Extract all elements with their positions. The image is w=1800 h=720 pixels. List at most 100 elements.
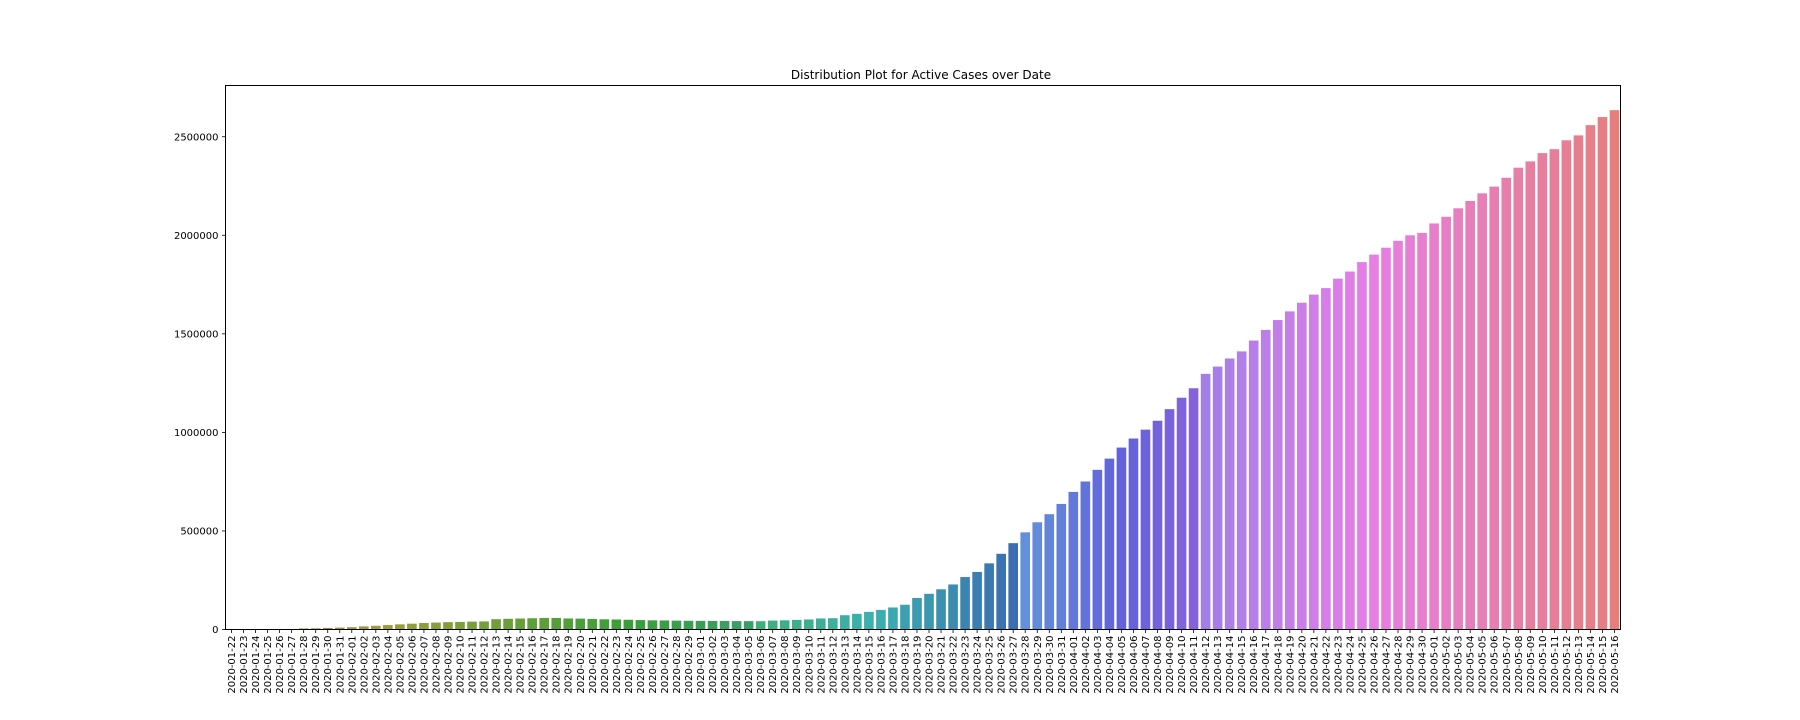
x-tick-label: 2020-02-28 bbox=[672, 636, 683, 694]
x-tick-label: 2020-03-27 bbox=[1009, 636, 1020, 694]
x-tick-label: 2020-03-31 bbox=[1057, 636, 1068, 694]
x-tick-label: 2020-04-17 bbox=[1261, 636, 1272, 694]
x-tick-label: 2020-03-24 bbox=[973, 636, 984, 694]
bar-2020-04-16 bbox=[1248, 340, 1259, 630]
bar-2020-04-14 bbox=[1224, 358, 1235, 630]
x-tick-label: 2020-05-03 bbox=[1454, 636, 1465, 694]
bar-2020-04-26 bbox=[1369, 254, 1379, 630]
x-tick-label: 2020-04-26 bbox=[1369, 636, 1380, 694]
bar-2020-03-20 bbox=[924, 593, 934, 630]
bar-2020-02-12 bbox=[479, 621, 489, 630]
x-tick-label: 2020-01-23 bbox=[239, 636, 250, 694]
bar-2020-02-23 bbox=[611, 619, 622, 630]
x-tick-label: 2020-05-08 bbox=[1514, 636, 1525, 694]
x-tick-label: 2020-02-27 bbox=[660, 636, 671, 694]
x-tick-label: 2020-03-04 bbox=[732, 636, 743, 694]
bar-2020-02-27 bbox=[659, 620, 670, 630]
bar-2020-05-05 bbox=[1477, 193, 1488, 630]
bar-2020-05-08 bbox=[1513, 167, 1524, 630]
x-tick-label: 2020-01-30 bbox=[323, 636, 334, 694]
x-tick-label: 2020-02-15 bbox=[516, 636, 527, 694]
x-tick-label: 2020-03-12 bbox=[828, 636, 839, 694]
x-tick-label: 2020-04-14 bbox=[1225, 636, 1236, 694]
x-tick-label: 2020-04-25 bbox=[1357, 636, 1368, 694]
bar-2020-03-13 bbox=[840, 615, 850, 630]
x-tick-label: 2020-02-07 bbox=[419, 636, 430, 694]
x-tick-label: 2020-04-04 bbox=[1105, 636, 1116, 694]
x-tick-label: 2020-03-09 bbox=[792, 636, 803, 694]
x-tick-label: 2020-05-10 bbox=[1538, 636, 1549, 694]
x-tick-label: 2020-01-31 bbox=[335, 636, 346, 694]
bar-2020-04-02 bbox=[1080, 481, 1091, 630]
x-tick-label: 2020-05-12 bbox=[1562, 636, 1573, 694]
x-tick-label: 2020-03-02 bbox=[708, 636, 719, 694]
x-tick-label: 2020-02-23 bbox=[612, 636, 623, 694]
x-tick-label: 2020-04-12 bbox=[1201, 636, 1212, 694]
x-tick-label: 2020-03-30 bbox=[1045, 636, 1056, 694]
x-tick-label: 2020-03-20 bbox=[925, 636, 936, 694]
bar-2020-02-21 bbox=[587, 618, 598, 630]
bar-2020-04-06 bbox=[1128, 438, 1139, 630]
bar-2020-03-27 bbox=[1008, 543, 1018, 630]
x-tick-label: 2020-02-18 bbox=[552, 636, 563, 694]
x-tick-label: 2020-02-05 bbox=[395, 636, 406, 694]
x-tick-label: 2020-04-16 bbox=[1249, 636, 1260, 694]
x-tick-label: 2020-02-12 bbox=[480, 636, 491, 694]
bar-2020-04-25 bbox=[1357, 262, 1367, 630]
x-tick-label: 2020-03-25 bbox=[985, 636, 996, 694]
bar-2020-02-24 bbox=[623, 619, 634, 630]
x-tick-label: 2020-03-07 bbox=[768, 636, 779, 694]
x-tick-label: 2020-02-03 bbox=[371, 636, 382, 694]
bar-2020-03-06 bbox=[755, 621, 766, 630]
bar-2020-04-18 bbox=[1272, 320, 1283, 630]
x-tick-label: 2020-03-14 bbox=[852, 636, 863, 694]
chart-title: Distribution Plot for Active Cases over … bbox=[791, 68, 1051, 82]
y-tick-label: 0 bbox=[212, 625, 218, 636]
bar-2020-02-29 bbox=[683, 620, 694, 630]
x-tick-label: 2020-02-21 bbox=[588, 636, 599, 694]
x-tick-label: 2020-03-11 bbox=[816, 636, 827, 694]
x-tick-label: 2020-04-13 bbox=[1213, 636, 1224, 694]
bar-2020-03-01 bbox=[695, 620, 706, 630]
x-tick-label: 2020-05-04 bbox=[1466, 636, 1477, 694]
bar-2020-05-13 bbox=[1573, 135, 1584, 630]
x-tick-label: 2020-04-06 bbox=[1129, 636, 1140, 694]
x-tick-label: 2020-03-18 bbox=[900, 636, 911, 694]
bar-2020-02-14 bbox=[503, 618, 513, 630]
x-tick-label: 2020-04-18 bbox=[1273, 636, 1284, 694]
bar-2020-01-30 bbox=[322, 627, 333, 630]
x-tick-label: 2020-04-22 bbox=[1321, 636, 1332, 694]
bar-2020-02-13 bbox=[491, 619, 501, 630]
x-tick-label: 2020-02-25 bbox=[636, 636, 647, 694]
x-tick-label: 2020-02-26 bbox=[648, 636, 659, 694]
bar-2020-04-24 bbox=[1345, 271, 1355, 630]
x-tick-label: 2020-05-14 bbox=[1586, 636, 1597, 694]
bar-2020-02-26 bbox=[647, 620, 658, 630]
bar-2020-02-05 bbox=[395, 624, 405, 630]
bar-2020-02-07 bbox=[419, 623, 429, 630]
bar-2020-05-15 bbox=[1597, 117, 1608, 630]
bar-2020-03-26 bbox=[996, 553, 1006, 630]
x-tick-label: 2020-01-22 bbox=[227, 636, 238, 694]
x-tick-label: 2020-03-03 bbox=[720, 636, 731, 694]
x-tick-label: 2020-05-02 bbox=[1442, 636, 1453, 694]
x-tick-label: 2020-04-11 bbox=[1189, 636, 1200, 694]
x-tick-label: 2020-02-02 bbox=[359, 636, 370, 694]
x-tick-label: 2020-04-29 bbox=[1406, 636, 1417, 694]
bar-2020-03-05 bbox=[743, 621, 754, 630]
x-tick-label: 2020-03-01 bbox=[696, 636, 707, 694]
x-tick-label: 2020-02-29 bbox=[684, 636, 695, 694]
bar-2020-04-22 bbox=[1321, 288, 1331, 630]
bar-2020-03-02 bbox=[707, 620, 718, 630]
x-tick-label: 2020-05-05 bbox=[1478, 636, 1489, 694]
x-tick-label: 2020-03-05 bbox=[744, 636, 755, 694]
bar-2020-03-03 bbox=[719, 620, 730, 630]
bar-2020-03-18 bbox=[900, 604, 910, 630]
bar-2020-04-20 bbox=[1297, 302, 1307, 630]
x-tick-label: 2020-03-10 bbox=[804, 636, 815, 694]
bar-2020-05-12 bbox=[1561, 140, 1572, 630]
bar-2020-03-10 bbox=[803, 619, 814, 630]
x-tick-label: 2020-05-13 bbox=[1574, 636, 1585, 694]
bar-2020-04-21 bbox=[1309, 294, 1319, 630]
